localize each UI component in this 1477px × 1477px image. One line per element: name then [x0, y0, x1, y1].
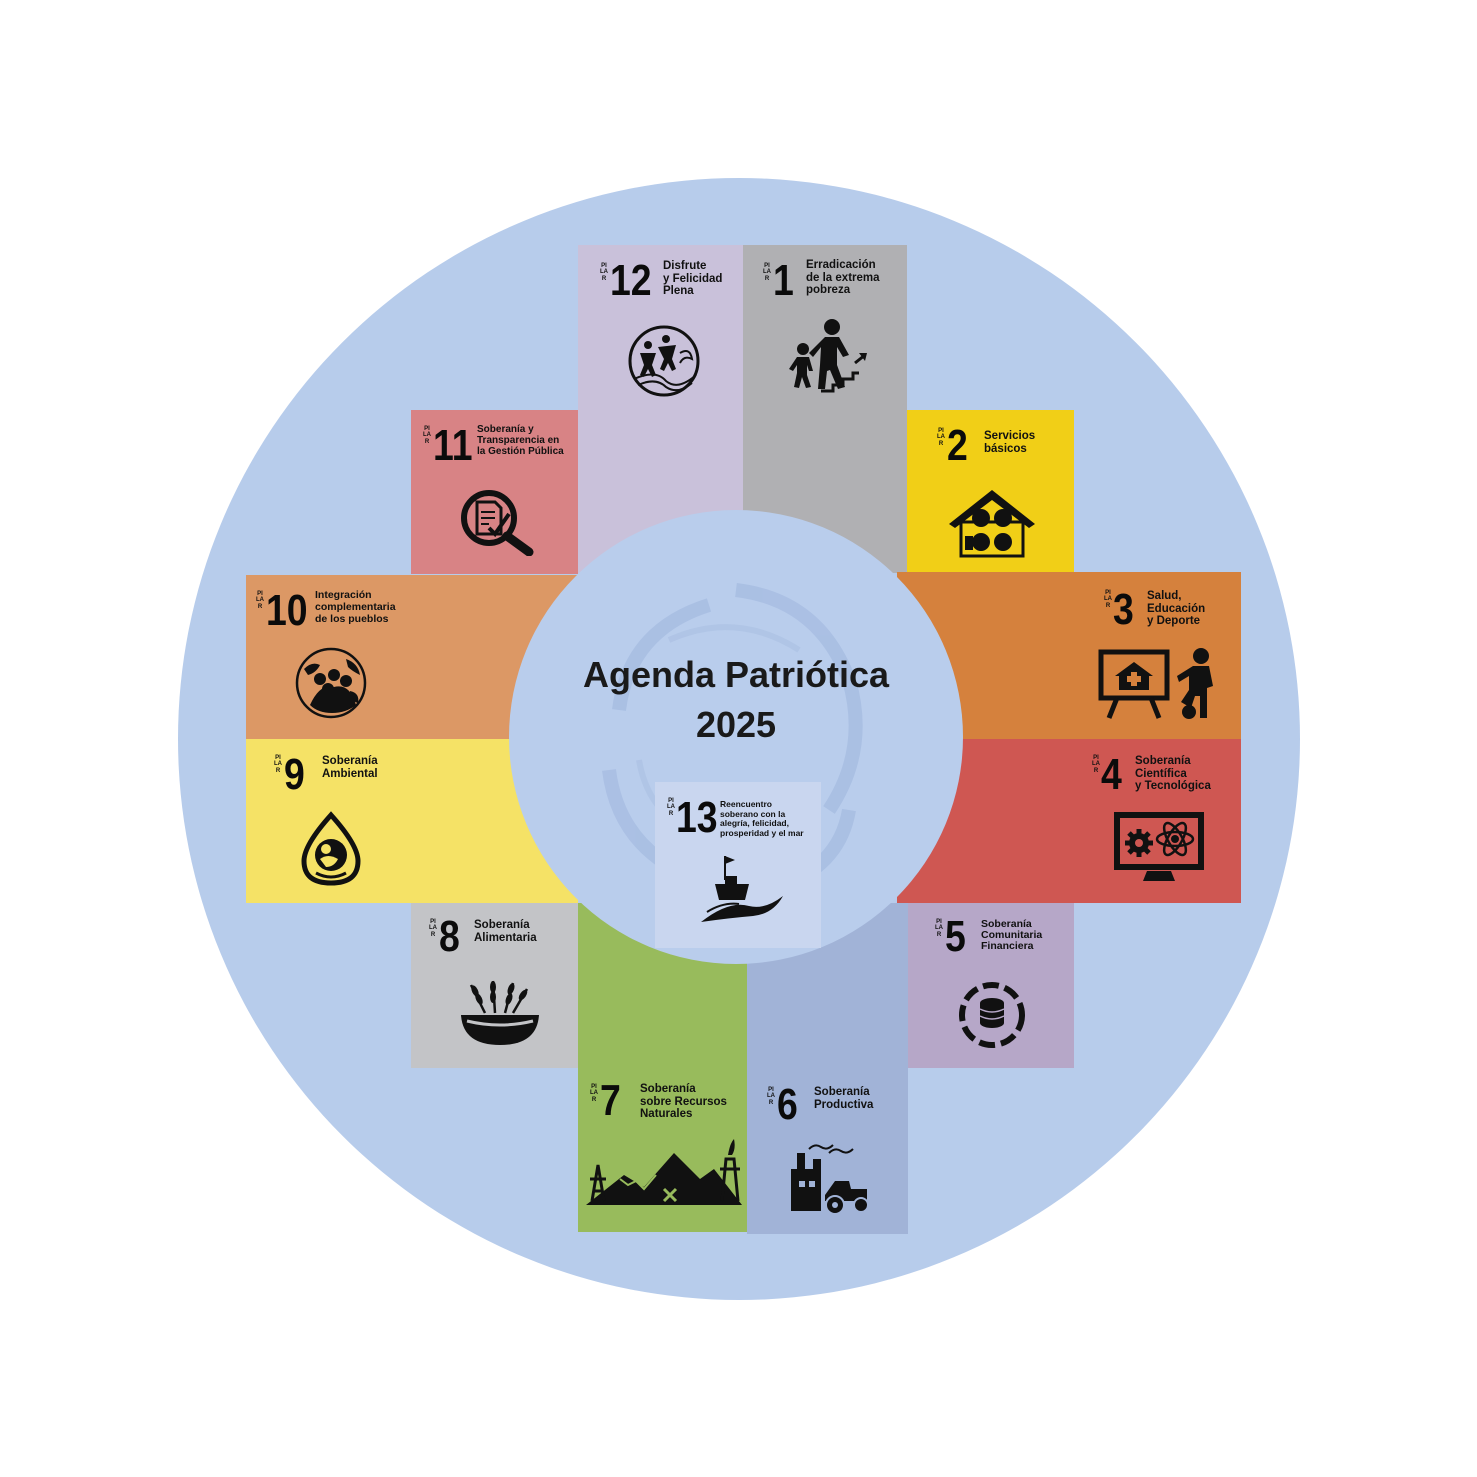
pillar-tile-5[interactable]: PILAR 5 Soberanía Comunitaria Financiera [907, 903, 1074, 1068]
pillar-number: 12 [610, 256, 652, 305]
coins-hands-icon [959, 982, 1025, 1048]
pillar-number: 11 [433, 421, 473, 470]
pillar-title: Soberanía Productiva [814, 1086, 874, 1111]
dancing-people-icon [628, 325, 700, 397]
document-search-icon [461, 490, 534, 556]
pillar-number: 9 [284, 750, 305, 799]
pillar-number: 5 [945, 912, 966, 961]
pillar-title: Soberanía Ambiental [322, 755, 378, 780]
pillar-title: Soberanía y Transparencia en la Gestión … [477, 424, 564, 457]
pillar-tile-8[interactable]: PILAR 8 Soberanía Alimentaria [411, 903, 578, 1068]
pilar-vertical-label: PILAR [600, 263, 608, 282]
pilar-vertical-label: PILAR [667, 798, 675, 817]
pilar-vertical-label: PILAR [429, 919, 437, 938]
pillar-title: Integración complementaria de los pueblo… [315, 589, 396, 625]
pillar-title: Soberanía Científica y Tecnológica [1135, 755, 1211, 792]
pilar-vertical-label: PILAR [274, 755, 282, 774]
pilar-vertical-label: PILAR [1092, 755, 1100, 774]
pillar-tile-2[interactable]: PILAR 2 Servicios básicos [907, 410, 1074, 574]
pilar-vertical-label: PILAR [256, 591, 264, 610]
pillar-title: Salud, Educación y Deporte [1147, 590, 1206, 627]
house-services-icon [949, 490, 1035, 558]
boat-sea-icon [701, 856, 783, 922]
mountains-mining-icon [586, 1139, 742, 1205]
pillar-title: Disfrute y Felicidad Plena [663, 260, 723, 297]
pillar-number: 1 [773, 256, 794, 305]
page-title: Agenda Patriótica 2025 [582, 654, 890, 745]
pillar-number: 13 [676, 793, 718, 842]
globe-people-icon [295, 647, 367, 719]
pilar-vertical-label: PILAR [1104, 590, 1112, 609]
pillar-title: Soberanía Comunitaria Financiera [981, 918, 1043, 952]
pillar-title: Soberanía sobre Recursos Naturales [640, 1083, 727, 1120]
grain-bowl-icon [461, 980, 539, 1045]
pilar-vertical-label: PILAR [937, 428, 945, 447]
pillar-number: 8 [439, 912, 460, 961]
pillar-number: 7 [600, 1076, 621, 1125]
pillar-number: 4 [1101, 750, 1122, 799]
pillar-number: 3 [1113, 585, 1134, 634]
pillar-number: 6 [777, 1080, 798, 1129]
pillar-number: 2 [947, 421, 968, 470]
pilar-vertical-label: PILAR [423, 426, 431, 445]
pillar-title: Erradicación de la extrema pobreza [806, 259, 880, 296]
pillar-tile-13[interactable]: PILAR 13 Reencuentro soberano con la ale… [655, 782, 821, 948]
mother-earth-drop-icon [301, 811, 361, 886]
factory-tractor-icon [791, 1144, 869, 1215]
pillar-number: 10 [266, 586, 308, 635]
pilar-vertical-label: PILAR [763, 263, 771, 282]
pillar-title: Reencuentro soberano con la alegría, fel… [720, 799, 804, 838]
health-education-sport-icon [1098, 648, 1213, 719]
pilar-vertical-label: PILAR [935, 919, 943, 938]
atom-monitor-icon [1114, 812, 1204, 881]
pillar-tile-11[interactable]: PILAR 11 Soberanía y Transparencia en la… [411, 410, 578, 574]
pillar-title: Servicios básicos [984, 430, 1036, 455]
pilar-vertical-label: PILAR [767, 1087, 775, 1106]
pilar-vertical-label: PILAR [590, 1084, 598, 1103]
climbing-stairs-icon [789, 319, 867, 393]
pillar-title: Soberanía Alimentaria [474, 919, 537, 944]
